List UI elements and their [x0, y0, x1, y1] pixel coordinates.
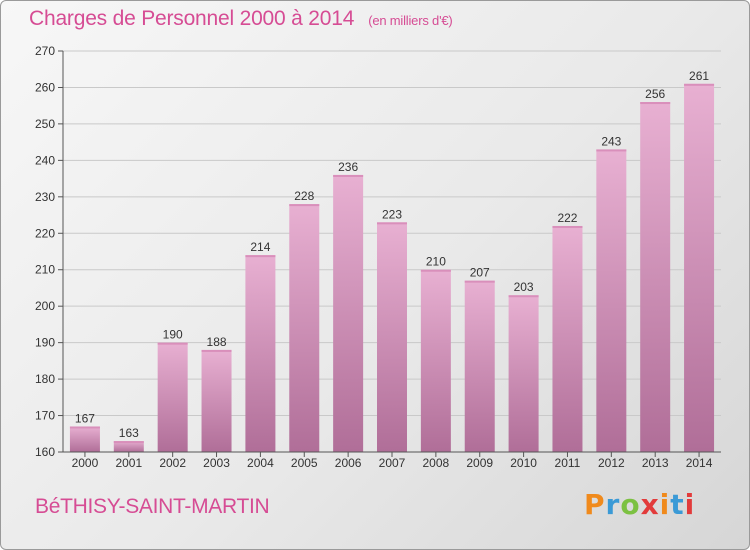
x-tick-label: 2007: [379, 456, 406, 470]
bar-top: [596, 149, 627, 152]
data-label: 167: [75, 411, 95, 425]
data-label: 223: [382, 207, 402, 221]
bar: [333, 174, 364, 453]
logo-letter: t: [670, 488, 685, 521]
x-tick-label: 2006: [335, 456, 362, 470]
x-tick-label: 2010: [510, 456, 537, 470]
bar: [201, 349, 232, 452]
x-tick-label: 2001: [115, 456, 142, 470]
y-tick-label: 170: [35, 409, 55, 423]
chart-title: Charges de Personnel 2000 à 2014 (en mill…: [29, 7, 453, 31]
y-tick-label: 180: [35, 372, 55, 386]
bar-top: [464, 280, 495, 283]
x-tick-label: 2005: [291, 456, 318, 470]
logo-letter: r: [605, 488, 621, 521]
y-tick-label: 230: [35, 190, 55, 204]
bar: [640, 102, 671, 452]
chart-subtitle: (en milliers d'€): [368, 13, 453, 28]
data-label: 207: [470, 266, 490, 280]
bar: [157, 342, 188, 452]
bar: [377, 222, 407, 452]
x-tick-label: 2012: [598, 456, 625, 470]
bar-top: [377, 222, 407, 225]
data-label: 190: [163, 328, 183, 342]
proxiti-logo: Proxiti: [584, 488, 695, 521]
bar: [508, 295, 539, 452]
bar: [552, 225, 583, 452]
data-label: 236: [338, 160, 358, 174]
data-label: 261: [689, 69, 709, 83]
y-tick-label: 210: [35, 263, 55, 277]
bar-top: [289, 204, 320, 207]
data-label: 243: [601, 134, 621, 148]
data-label: 228: [294, 189, 314, 203]
data-label: 214: [250, 240, 270, 254]
bar-top: [69, 426, 100, 429]
bar: [289, 204, 320, 452]
data-label: 222: [557, 211, 577, 225]
data-label: 210: [426, 255, 446, 269]
logo-letter: i: [659, 488, 671, 521]
y-tick-label: 250: [35, 117, 55, 131]
bar-top: [508, 295, 539, 298]
x-tick-label: 2004: [247, 456, 274, 470]
x-tick-label: 2002: [159, 456, 186, 470]
data-label: 188: [207, 335, 227, 349]
bar-top: [684, 83, 715, 86]
y-tick-label: 200: [35, 299, 55, 313]
bar-top: [333, 174, 364, 177]
x-tick-label: 2011: [555, 456, 581, 470]
bar: [464, 280, 495, 452]
x-tick-label: 2013: [642, 456, 669, 470]
bar-top: [113, 441, 144, 444]
y-tick-label: 190: [35, 336, 55, 350]
x-tick-label: 2008: [423, 456, 450, 470]
y-tick-label: 220: [35, 226, 55, 240]
logo-letter: o: [620, 488, 641, 521]
y-tick-label: 270: [35, 44, 55, 58]
bar-top: [201, 349, 232, 352]
bar: [69, 426, 100, 452]
bar-top: [245, 255, 276, 258]
x-tick-label: 2000: [72, 456, 99, 470]
x-tick-label: 2003: [203, 456, 230, 470]
logo-letter: x: [640, 488, 660, 521]
logo-letter: i: [684, 488, 696, 521]
bar: [420, 269, 451, 452]
bar-top: [552, 225, 583, 228]
bar: [245, 255, 276, 452]
y-tick-label: 240: [35, 153, 55, 167]
x-tick-label: 2014: [686, 456, 713, 470]
data-label: 256: [645, 87, 665, 101]
y-tick-label: 160: [35, 445, 55, 459]
commune-name: BéTHISY-SAINT-MARTIN: [35, 495, 270, 518]
data-label: 163: [119, 426, 139, 440]
y-tick-label: 260: [35, 80, 55, 94]
logo-letter: P: [584, 488, 606, 521]
bar: [113, 441, 144, 452]
bar-top: [640, 102, 671, 105]
data-label: 203: [514, 280, 534, 294]
bar-top: [157, 342, 188, 345]
chart-title-text: Charges de Personnel 2000 à 2014: [29, 7, 355, 30]
bar-top: [420, 269, 451, 272]
bar: [596, 149, 627, 452]
bar: [684, 83, 715, 453]
x-tick-label: 2009: [466, 456, 493, 470]
